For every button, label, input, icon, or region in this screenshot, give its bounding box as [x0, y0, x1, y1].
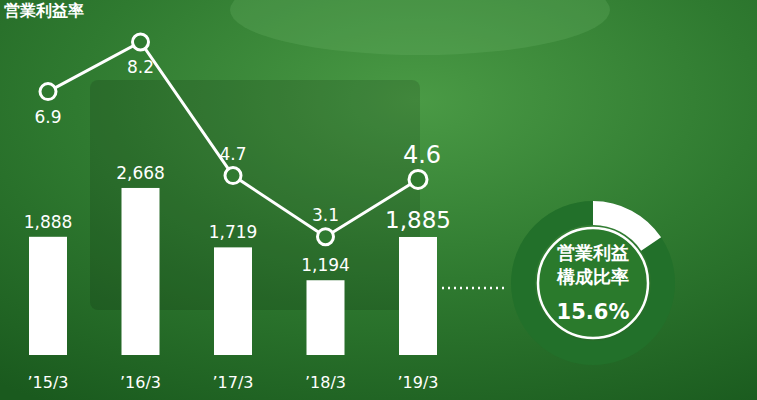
- bar: [399, 237, 437, 355]
- line-label: 3.1: [312, 205, 339, 225]
- chart-root: 営業利益率 1,888 2,668 1,719 1,194 1,885 6.9 8.2 4.7 3…: [0, 0, 757, 400]
- bar: [29, 237, 67, 355]
- line: [48, 42, 418, 237]
- donut-title: 構成比率: [556, 266, 629, 287]
- bar: [214, 247, 252, 355]
- bar-label: 1,194: [301, 255, 350, 275]
- plot-area: [29, 34, 437, 355]
- labels: 1,888 2,668 1,719 1,194 1,885 6.9 8.2 4.7 3.1 4.6…: [24, 57, 451, 392]
- bar: [307, 280, 345, 355]
- x-tick-label: ’17/3: [212, 373, 253, 392]
- bar-label: 1,885: [385, 207, 451, 233]
- donut-center: [538, 228, 648, 338]
- line-marker: [409, 170, 427, 188]
- bar-label: 1,888: [24, 212, 73, 232]
- donut-label: 15.6%: [557, 300, 630, 324]
- line-marker: [225, 168, 241, 184]
- line-label: 4.7: [219, 144, 246, 164]
- bg-shape: [230, 0, 610, 55]
- x-tick-label: ’15/3: [27, 373, 68, 392]
- connector: [442, 287, 508, 290]
- donut-title: 営業利益: [557, 242, 629, 263]
- bar-label: 2,668: [116, 163, 165, 183]
- line-marker: [318, 229, 334, 245]
- line-marker: [133, 34, 149, 50]
- bar-label: 1,719: [209, 222, 258, 242]
- x-tick-label: ’18/3: [305, 373, 346, 392]
- x-tick-label: ’16/3: [120, 373, 161, 392]
- line-marker: [40, 84, 56, 100]
- x-tick-label: ’19/3: [397, 373, 438, 392]
- line-label: 6.9: [34, 107, 61, 127]
- bar: [122, 188, 160, 355]
- line-label: 4.6: [403, 141, 441, 169]
- chart-title: 営業利益率: [4, 1, 84, 20]
- line-label: 8.2: [127, 57, 154, 77]
- background: [0, 0, 757, 400]
